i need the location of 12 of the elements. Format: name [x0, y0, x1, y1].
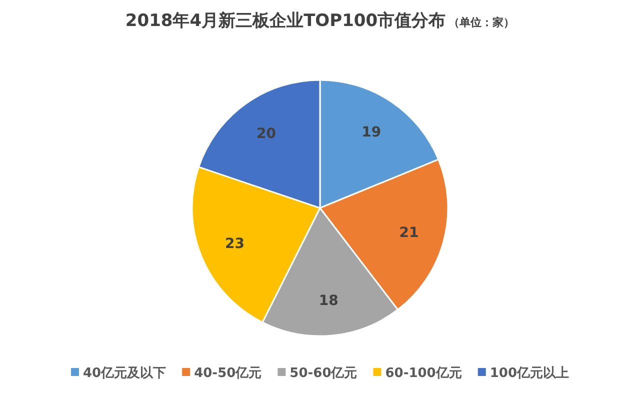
data-label: 19: [362, 124, 382, 140]
legend-label: 40亿元及以下: [82, 366, 166, 381]
data-label: 20: [256, 126, 276, 142]
chart-title: 2018年4月新三板企业TOP100市值分布: [125, 11, 446, 31]
data-label: 23: [224, 236, 244, 252]
data-label: 21: [399, 225, 419, 242]
legend-label: 100亿元以上: [490, 366, 570, 381]
legend-label: 50-60亿元: [290, 366, 358, 381]
chart-subtitle: （单位：家）: [448, 16, 515, 29]
legend-label: 60-100亿元: [385, 366, 462, 381]
data-label: 18: [318, 292, 338, 309]
legend-label: 40-50亿元: [194, 366, 262, 381]
